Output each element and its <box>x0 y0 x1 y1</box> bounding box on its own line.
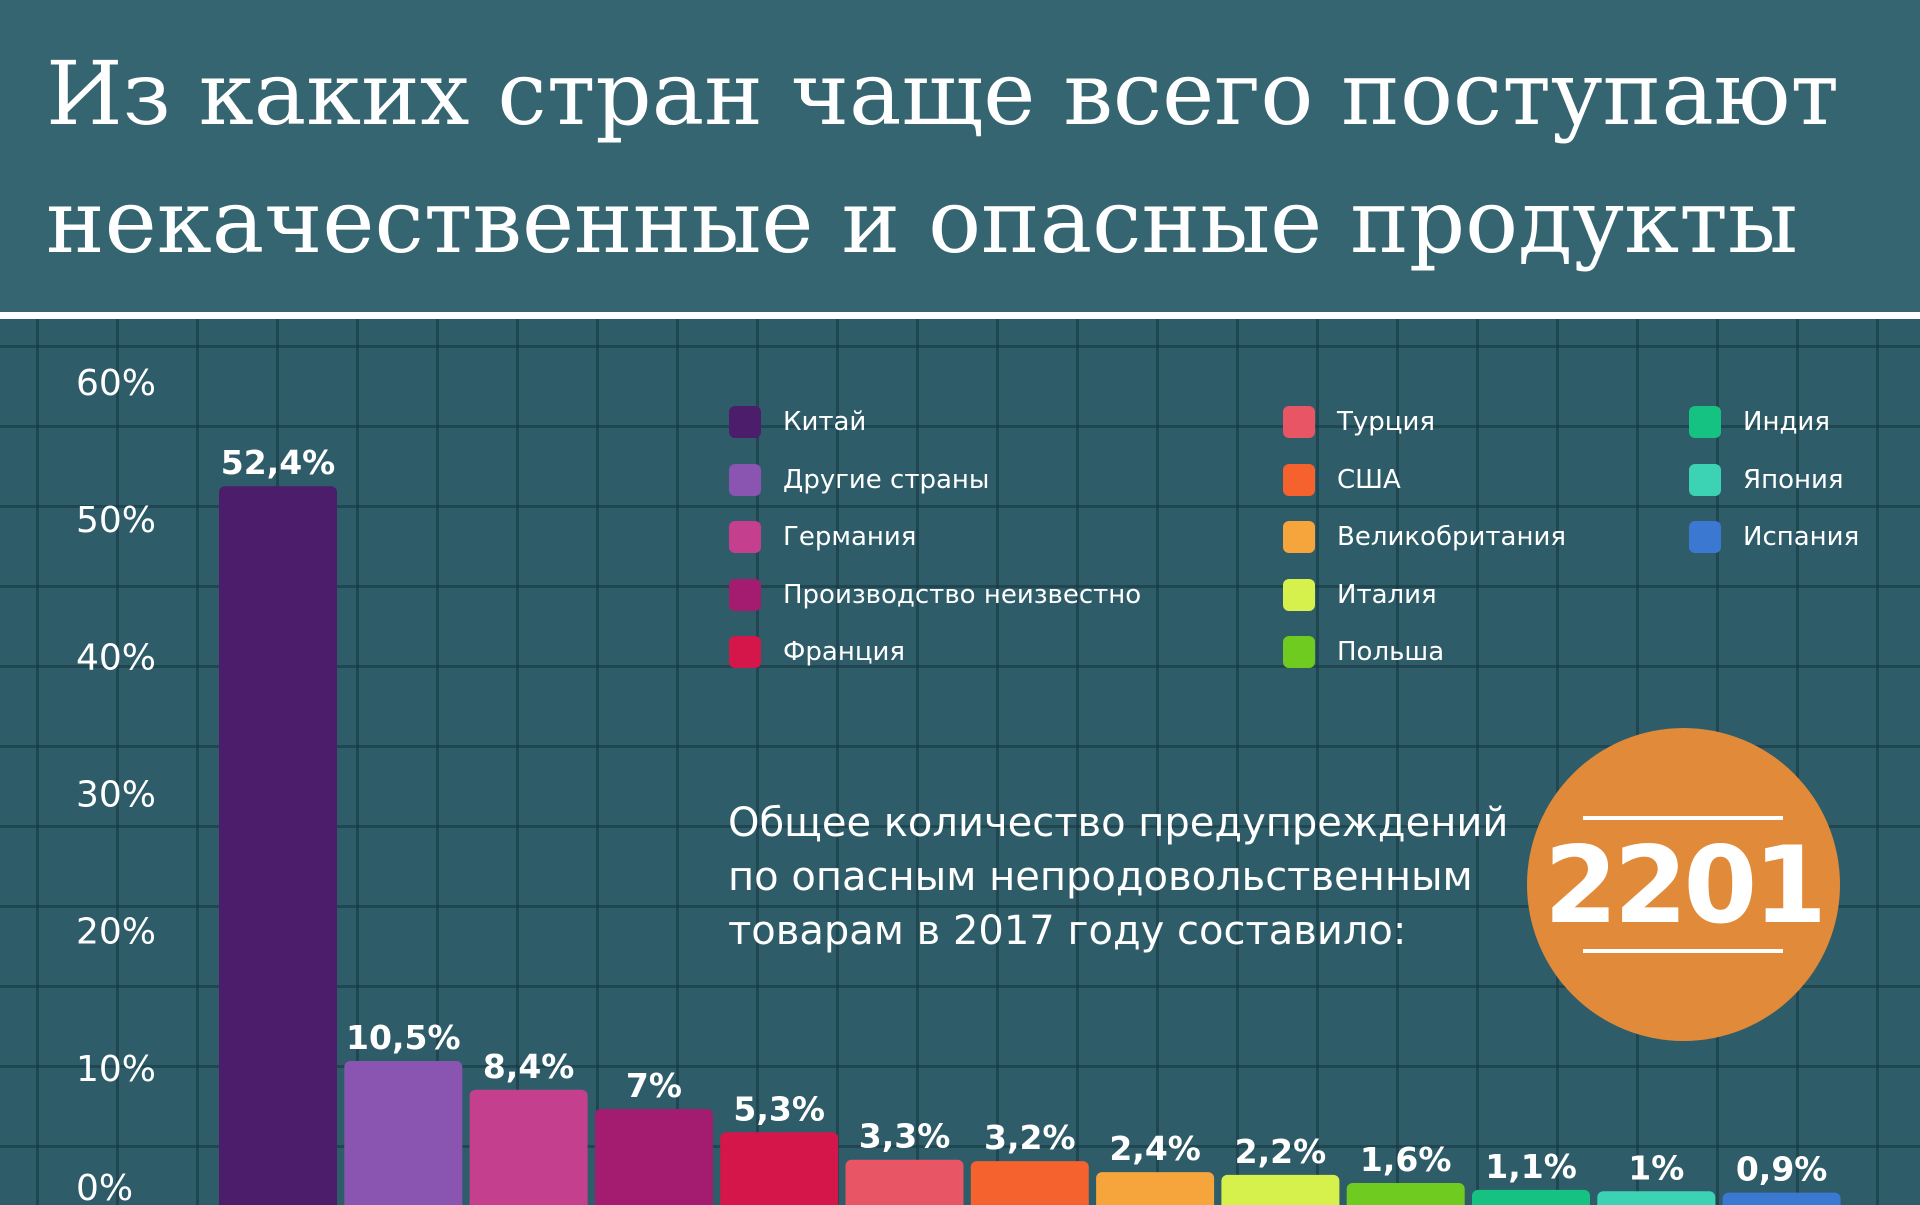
bar <box>219 486 337 1205</box>
legend-swatch <box>1689 521 1721 553</box>
legend-label: Япония <box>1743 464 1844 495</box>
bar <box>469 1089 588 1205</box>
legend-swatch <box>729 521 761 553</box>
legend-swatch <box>1283 521 1315 553</box>
bar-value-label: 1% <box>1628 1148 1684 1187</box>
legend-swatch <box>729 578 761 611</box>
legend-label: Франция <box>783 637 906 667</box>
value-labels-group: 52,4% 10,5% 8,4% 7% 5,3% 3,3% 3,2% 2,4% 2,2% 1,6%… <box>221 443 1828 1188</box>
badge-bottom-line <box>1583 949 1783 953</box>
bar <box>1597 1191 1716 1205</box>
bar <box>720 1132 839 1205</box>
legend-label: Китай <box>783 407 867 437</box>
badge-top-line <box>1583 816 1783 820</box>
bar-value-label: 0,9% <box>1736 1150 1828 1189</box>
bar-value-label: 10,5% <box>346 1018 461 1057</box>
y-tick-label: 10% <box>76 1049 156 1090</box>
y-axis: 0% 10% 20% 30% 40% 50% 60% <box>76 363 156 1205</box>
y-tick-label: 0% <box>76 1168 133 1205</box>
legend-swatch <box>1689 463 1721 496</box>
legend-label: Испания <box>1743 522 1860 552</box>
legend-label: Индия <box>1743 407 1830 437</box>
y-tick-label: 60% <box>76 363 156 404</box>
bar <box>1221 1174 1340 1205</box>
legend-item: Италия <box>1283 575 1437 615</box>
legend-item: Другие страны <box>729 460 989 500</box>
total-number: 2201 <box>1543 824 1827 947</box>
legend-swatch <box>729 463 761 496</box>
legend-item: США <box>1283 460 1401 500</box>
legend-item: Испания <box>1689 517 1859 557</box>
legend-swatch <box>729 636 761 668</box>
legend-label: Германия <box>783 522 917 552</box>
legend-item: Германия <box>729 517 916 557</box>
header-divider <box>0 312 1920 319</box>
legend-swatch <box>1283 463 1315 496</box>
legend-swatch <box>1283 406 1315 438</box>
bar <box>970 1161 1089 1205</box>
bar-value-label: 5,3% <box>733 1089 825 1128</box>
bar-value-label: 7% <box>626 1066 682 1105</box>
legend-item: Польша <box>1283 632 1444 672</box>
bar-value-label: 3,3% <box>859 1117 951 1156</box>
y-tick-label: 50% <box>76 500 156 541</box>
legend-swatch <box>729 406 761 438</box>
header-banner <box>0 0 1920 312</box>
legend-swatch <box>1283 636 1315 668</box>
legend-item: Производство неизвестно <box>729 575 1141 615</box>
legend-label: Производство неизвестно <box>783 579 1142 610</box>
bar-value-label: 1,6% <box>1360 1140 1452 1179</box>
bar <box>594 1108 713 1205</box>
bar-value-label: 1,1% <box>1485 1147 1577 1186</box>
bars-group <box>219 486 1841 1205</box>
bar <box>1472 1189 1590 1205</box>
bar-value-label: 8,4% <box>483 1047 575 1086</box>
chart-title: Из каких стран чаще всего поступают нека… <box>46 42 1840 273</box>
total-warnings-text: Общее количество предупреждений по опасн… <box>728 800 1509 954</box>
legend-swatch <box>1689 406 1721 438</box>
legend-item: Франция <box>729 632 905 672</box>
legend-item: Япония <box>1689 460 1844 500</box>
bar <box>344 1060 463 1205</box>
total-badge: 2201 <box>1527 728 1840 1041</box>
legend-label: Турция <box>1337 407 1436 437</box>
legend-swatch <box>1283 578 1315 611</box>
bar <box>1722 1192 1841 1205</box>
y-tick-label: 20% <box>76 912 156 953</box>
bar-value-label: 2,2% <box>1235 1132 1327 1171</box>
bar-value-label: 3,2% <box>984 1118 1076 1157</box>
legend-label: Другие страны <box>783 464 990 495</box>
legend-label: Польша <box>1337 637 1445 667</box>
bar-value-label: 52,4% <box>221 443 336 482</box>
legend-item: Индия <box>1689 402 1830 442</box>
legend-label: Италия <box>1337 579 1437 610</box>
bar-value-label: 2,4% <box>1109 1129 1201 1168</box>
bar <box>845 1159 964 1205</box>
legend-label: США <box>1337 464 1401 495</box>
y-tick-label: 30% <box>76 775 156 816</box>
legend-label: Великобритания <box>1337 522 1567 552</box>
bar <box>1096 1172 1215 1205</box>
legend-item: Великобритания <box>1283 517 1566 557</box>
legend-item: Турция <box>1283 402 1435 442</box>
legend-item: Китай <box>729 402 866 442</box>
bar <box>1346 1183 1465 1205</box>
y-tick-label: 40% <box>76 637 156 678</box>
